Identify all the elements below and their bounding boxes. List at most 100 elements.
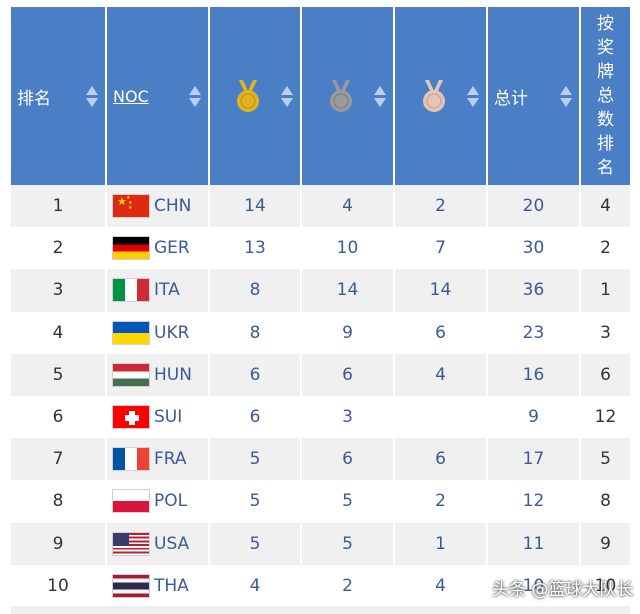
ukraine-flag-icon [112,320,150,345]
noc-code[interactable]: SUI [154,407,183,428]
poland-flag-icon [112,489,150,514]
rank-cell: 7 [11,438,107,481]
sort-arrows-icon[interactable] [280,85,294,107]
silver-count: 4 [301,185,395,228]
noc-code[interactable]: GER [154,238,190,259]
silver-count: 14 [301,269,395,312]
silver-count: 6 [301,353,395,396]
total-count: 11 [487,522,581,565]
next-row-edge [11,606,630,614]
noc-code[interactable]: CHN [154,196,192,217]
total-count: 20 [487,185,581,228]
hungary-flag-icon [112,362,150,387]
noc-code[interactable]: UKR [154,322,190,343]
bronze-count: 4 [394,564,488,607]
total-count: 36 [487,269,581,312]
header-rank-by-total[interactable]: 按 奖 牌 总 数 排 名 [580,7,630,185]
table-row: 8 POL 5 5 2 12 8 [11,480,630,523]
sort-arrows-icon[interactable] [373,85,387,107]
header-noc[interactable]: NOC [106,7,210,185]
italy-flag-icon [112,278,150,303]
header-rank-by-total-label: 按 奖 牌 总 数 排 名 [597,14,614,178]
noc-cell[interactable]: SUI [106,395,210,439]
noc-cell[interactable]: UKR [106,311,210,354]
noc-cell[interactable]: FRA [106,438,210,481]
table-row: 9 USA 5 5 1 11 9 [11,522,630,565]
noc-code[interactable]: ITA [154,280,180,301]
gold-count: 13 [209,227,302,270]
rank-by-total: 2 [580,227,630,270]
silver-medal-icon [329,80,352,112]
germany-flag-icon [112,236,150,261]
rank-by-total: 10 [580,564,630,607]
header-rank[interactable]: 排名 [11,7,107,185]
noc-cell[interactable]: POL [106,480,210,523]
silver-count: 9 [301,311,395,354]
rank-by-total: 3 [580,311,630,354]
header-gold[interactable] [209,7,302,185]
noc-code[interactable]: FRA [154,449,187,470]
gold-count: 6 [209,353,302,396]
noc-code[interactable]: THA [154,575,189,596]
table-row: 7 FRA 5 6 6 17 5 [11,438,630,481]
france-flag-icon [112,447,150,472]
header-row: 排名 NOC [11,7,630,185]
bronze-medal-icon [422,80,445,112]
noc-code[interactable]: USA [154,533,190,554]
rank-by-total: 5 [580,438,630,481]
gold-count: 4 [209,564,302,607]
rank-cell: 8 [11,480,107,523]
noc-code[interactable]: HUN [154,364,192,385]
gold-count: 8 [209,269,302,312]
gold-count: 8 [209,311,302,354]
total-count: 12 [487,480,581,523]
noc-cell[interactable]: ITA [106,269,210,312]
noc-code[interactable]: POL [154,491,188,512]
header-noc-label[interactable]: NOC [113,86,149,106]
noc-cell[interactable]: GER [106,227,210,270]
noc-cell[interactable]: USA [106,522,210,565]
bronze-count: 4 [394,353,488,396]
table-row: 2 GER 13 10 7 30 2 [11,227,630,270]
header-total-label: 总计 [494,88,528,109]
sort-arrows-icon[interactable] [559,85,573,107]
rank-by-total: 1 [580,269,630,312]
total-count: 17 [487,438,581,481]
bronze-count: 1 [394,522,488,565]
silver-count: 2 [301,564,395,607]
gold-count: 14 [209,185,302,228]
table-row: 10 THA 4 2 4 10 10 [11,564,630,607]
noc-cell[interactable]: HUN [106,353,210,396]
bronze-count [394,395,488,439]
rank-cell: 2 [11,227,107,270]
sort-arrows-icon[interactable] [85,85,99,107]
rank-cell: 6 [11,395,107,439]
header-silver[interactable] [301,7,395,185]
silver-count: 6 [301,438,395,481]
header-rank-label: 排名 [17,88,51,109]
rank-by-total: 4 [580,185,630,228]
gold-count: 5 [209,480,302,523]
table-row: 1 ★ ★ ★ ★ CHN 14 4 2 20 4 [11,185,630,228]
gold-count: 5 [209,438,302,481]
rank-by-total: 9 [580,522,630,565]
noc-cell[interactable]: THA [106,564,210,607]
total-count: 30 [487,227,581,270]
header-bronze[interactable] [394,7,488,185]
table-row: 3 ITA 8 14 14 36 1 [11,269,630,312]
gold-medal-icon [237,80,259,112]
total-count: 16 [487,353,581,396]
bronze-count: 14 [394,269,488,312]
rank-cell: 9 [11,522,107,565]
sort-arrows-icon[interactable] [188,85,202,107]
silver-count: 5 [301,480,395,523]
total-count: 9 [487,395,581,439]
bronze-count: 7 [394,227,488,270]
rank-by-total: 8 [580,480,630,523]
header-total[interactable]: 总计 [487,7,581,185]
noc-cell[interactable]: ★ ★ ★ ★ CHN [106,185,210,228]
sort-arrows-icon[interactable] [466,85,480,107]
gold-count: 5 [209,522,302,565]
gold-count: 6 [209,395,302,439]
rank-by-total: 12 [580,395,630,439]
